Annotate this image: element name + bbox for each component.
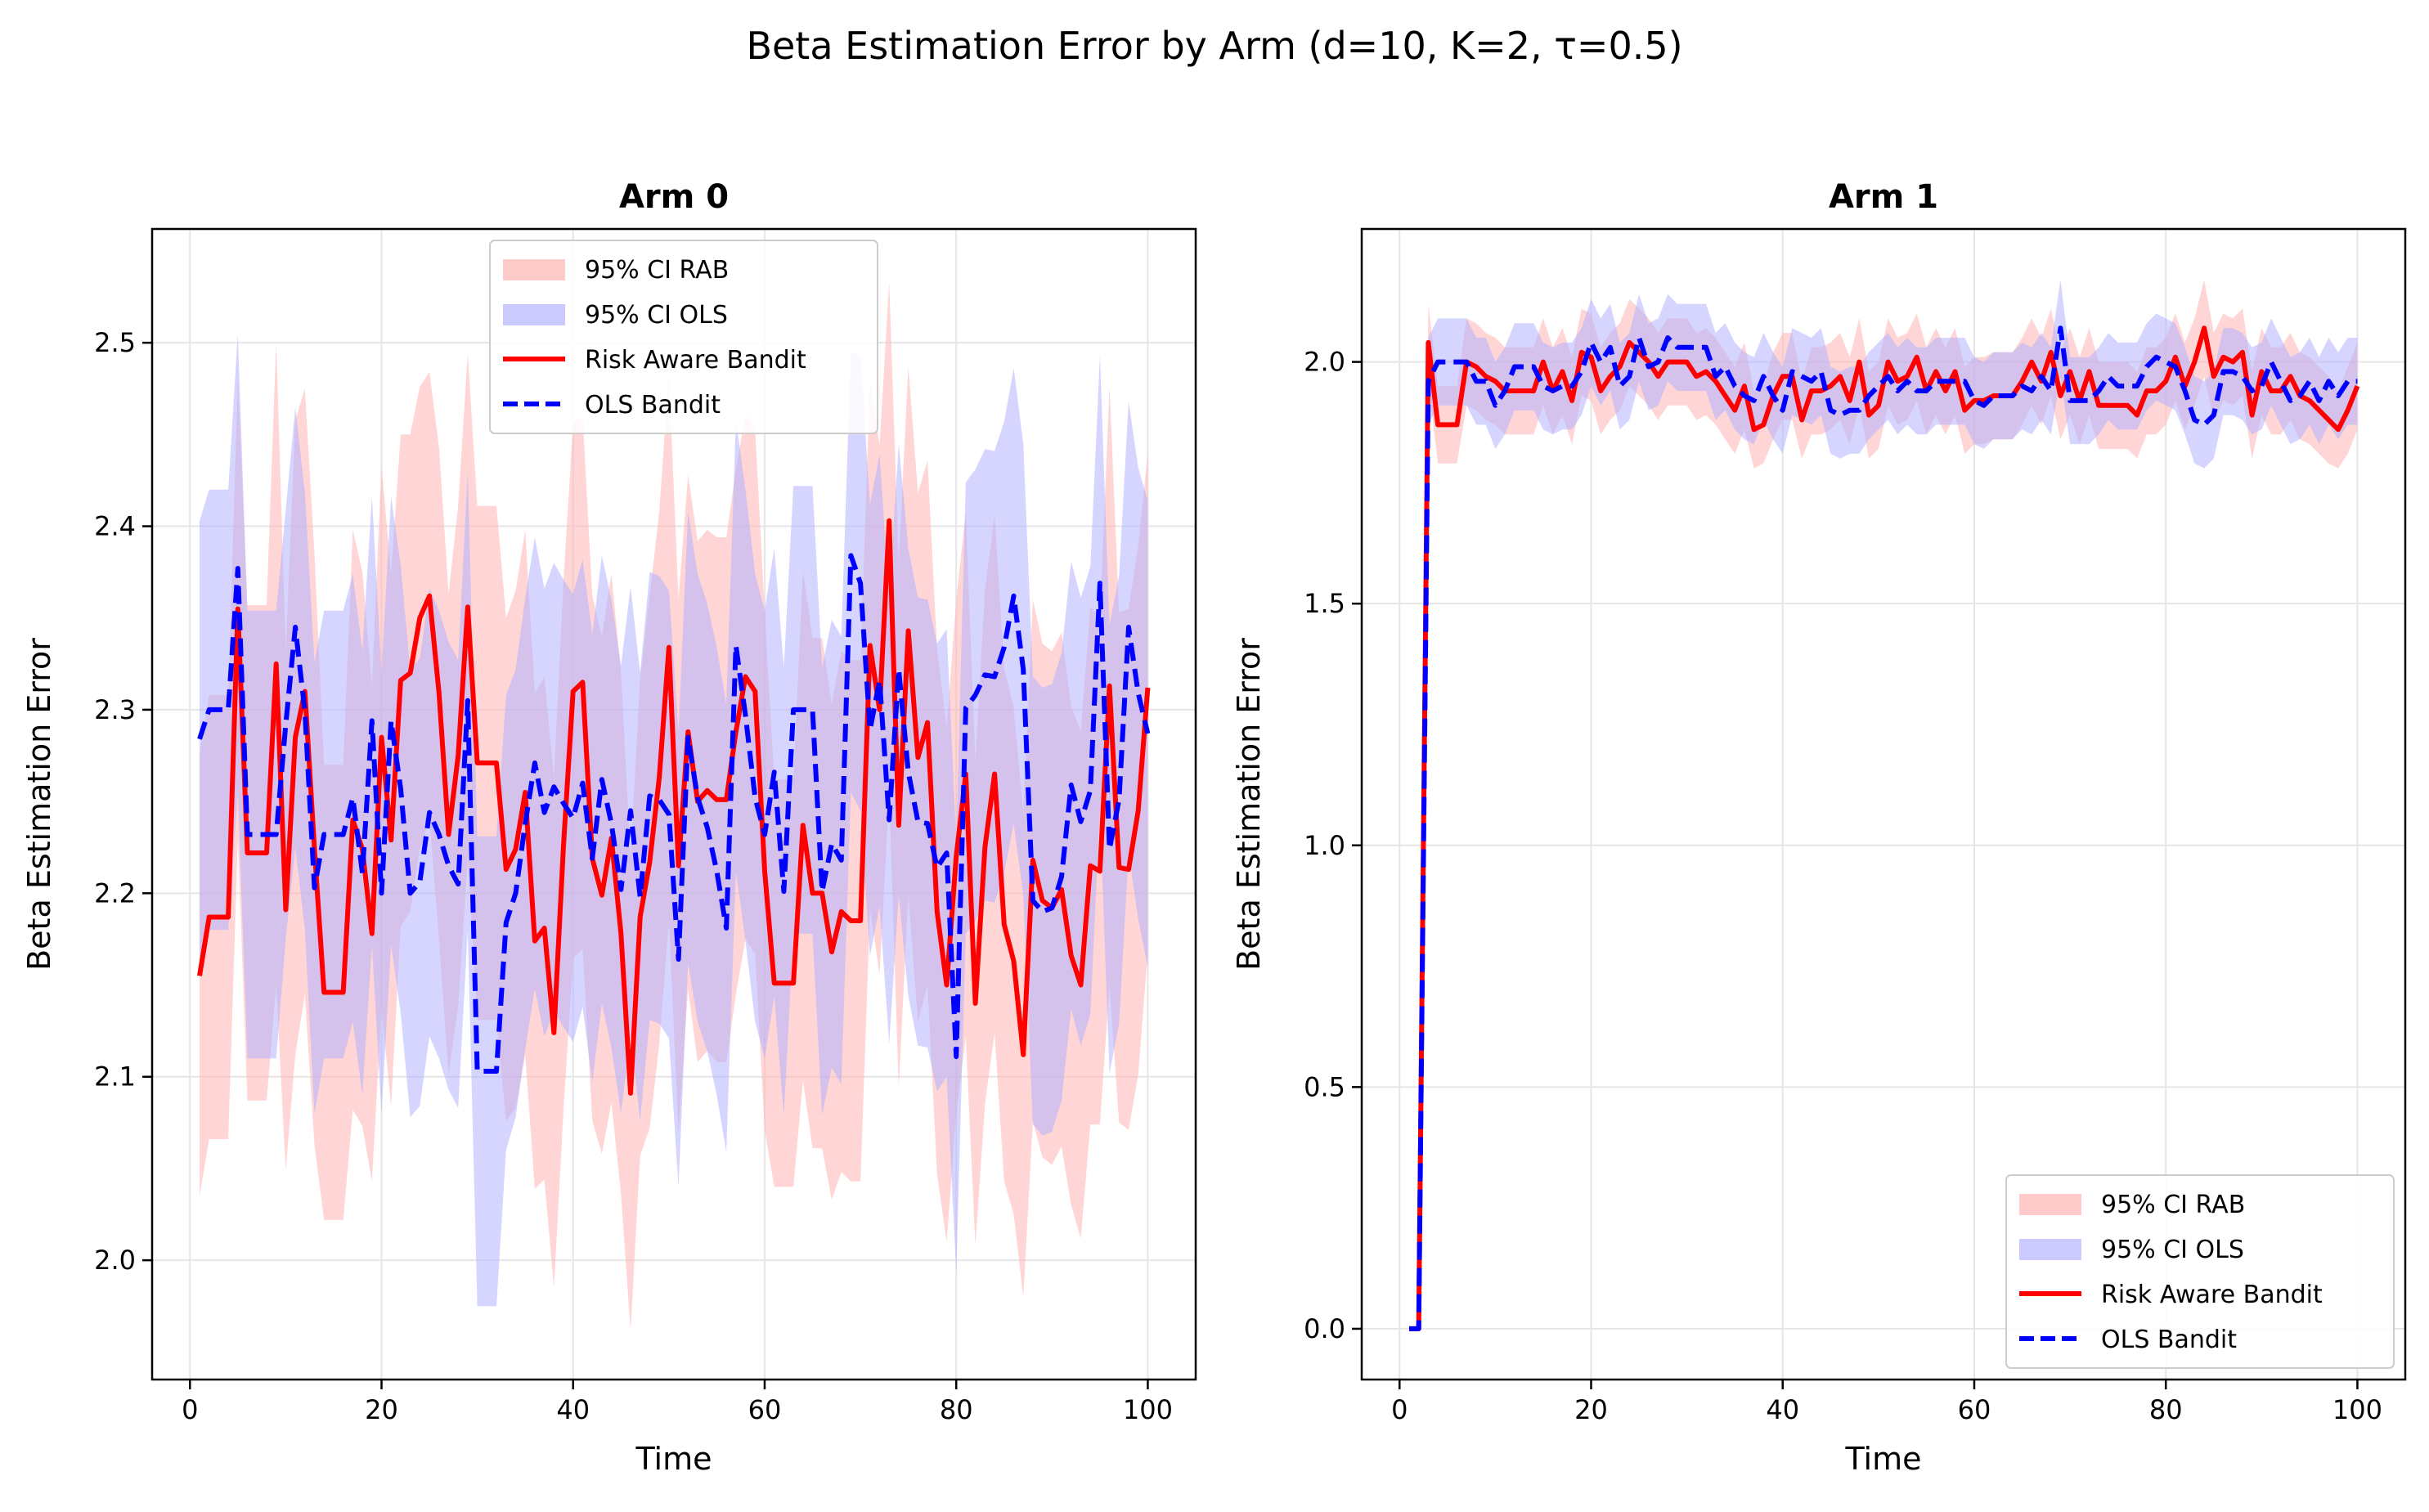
x-tick-label: 80: [2149, 1394, 2183, 1425]
plot-area: [197, 282, 1151, 1330]
y-tick-label: 2.4: [94, 511, 136, 542]
x-tick-label: 0: [1391, 1394, 1408, 1425]
legend-label: 95% CI RAB: [2101, 1191, 2245, 1219]
ci-band-ols: [200, 333, 1148, 1307]
legend-swatch: [2019, 1239, 2081, 1260]
legend-label: Risk Aware Bandit: [585, 346, 806, 375]
legend-label: 95% CI OLS: [2101, 1236, 2244, 1264]
axes-frame: [1360, 227, 2407, 1381]
x-tick-label: 20: [1574, 1394, 1608, 1425]
y-tick-label: 1.5: [1304, 588, 1345, 619]
legend-label: OLS Bandit: [2101, 1326, 2237, 1354]
legend-label: 95% CI OLS: [585, 301, 728, 330]
legend-label: 95% CI RAB: [585, 256, 729, 285]
legend-swatch: [503, 304, 565, 325]
axes-frame: [150, 227, 1197, 1381]
x-tick-label: 60: [748, 1394, 782, 1425]
y-tick-label: 0.5: [1304, 1071, 1345, 1102]
y-tick-label: 1.0: [1304, 830, 1345, 861]
x-tick-label: 40: [556, 1394, 590, 1425]
series-line-ols-bandit: [1409, 325, 2358, 1331]
x-tick-label: 80: [940, 1394, 973, 1425]
panel-title: Arm 0: [619, 178, 729, 216]
y-tick-label: 2.3: [94, 694, 136, 725]
legend-label: OLS Bandit: [585, 391, 721, 420]
legend-box: [2005, 1174, 2395, 1369]
legend-label: Risk Aware Bandit: [2101, 1281, 2323, 1309]
panel-arm-0: 0 20 40 60 80 100 2.0 2.1 2.2 2.3 2.4 2.5 Arm 0 Time B…: [21, 178, 1197, 1477]
panel-arm-1: 0 20 40 60 80 100 0.0 0.5 1.0 1.5 2.0 Arm 1 Time Beta…: [1231, 178, 2407, 1477]
plot-area: [1409, 280, 2360, 1331]
legend: 95% CI RAB 95% CI OLS Risk Aware Bandit OLS…: [489, 240, 878, 434]
x-tick-label: 0: [182, 1394, 198, 1425]
panel-title: Arm 1: [1829, 178, 1938, 216]
y-tick-label: 2.0: [1304, 347, 1345, 378]
figure-title: Beta Estimation Error by Arm (d=10, K=2,…: [746, 24, 1682, 68]
legend-box: [489, 240, 878, 434]
x-axis-label: Time: [1845, 1441, 1922, 1477]
y-axis-label: Beta Estimation Error: [1231, 638, 1267, 971]
legend-swatch: [503, 259, 565, 280]
y-tick-label: 2.1: [94, 1061, 136, 1092]
legend: 95% CI RAB 95% CI OLS Risk Aware Bandit OLS…: [2005, 1174, 2395, 1369]
y-tick-label: 2.0: [94, 1245, 136, 1276]
x-tick-label: 20: [365, 1394, 398, 1425]
y-tick-label: 2.5: [94, 327, 136, 358]
x-tick-label: 100: [1123, 1394, 1173, 1425]
legend-swatch: [2019, 1194, 2081, 1215]
series-line-ols-bandit: [197, 553, 1151, 1074]
x-tick-label: 60: [1958, 1394, 1991, 1425]
x-tick-label: 100: [2332, 1394, 2382, 1425]
x-tick-label: 40: [1766, 1394, 1799, 1425]
y-tick-label: 0.0: [1304, 1313, 1345, 1344]
y-tick-label: 2.2: [94, 877, 136, 909]
y-axis-label: Beta Estimation Error: [21, 638, 57, 971]
x-axis-label: Time: [635, 1441, 712, 1477]
